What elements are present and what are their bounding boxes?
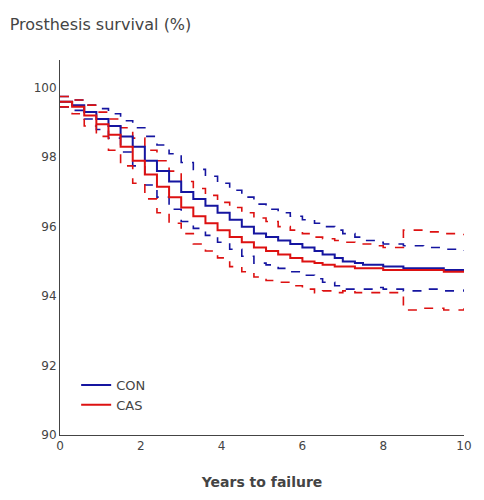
svg-text:2: 2: [137, 439, 145, 453]
svg-text:94: 94: [41, 289, 56, 303]
svg-text:4: 4: [218, 439, 226, 453]
svg-text:98: 98: [41, 150, 56, 164]
svg-text:90: 90: [41, 428, 56, 442]
svg-text:92: 92: [41, 359, 56, 373]
svg-text:96: 96: [41, 220, 56, 234]
svg-text:10: 10: [456, 439, 471, 453]
svg-text:6: 6: [299, 439, 307, 453]
svg-text:Years to failure: Years to failure: [201, 474, 323, 490]
svg-text:Prosthesis survival (%): Prosthesis survival (%): [10, 15, 192, 34]
svg-text:100: 100: [34, 81, 57, 95]
svg-text:0: 0: [56, 439, 64, 453]
svg-text:CON: CON: [116, 378, 145, 393]
svg-text:CAS: CAS: [116, 398, 142, 413]
svg-text:8: 8: [379, 439, 387, 453]
